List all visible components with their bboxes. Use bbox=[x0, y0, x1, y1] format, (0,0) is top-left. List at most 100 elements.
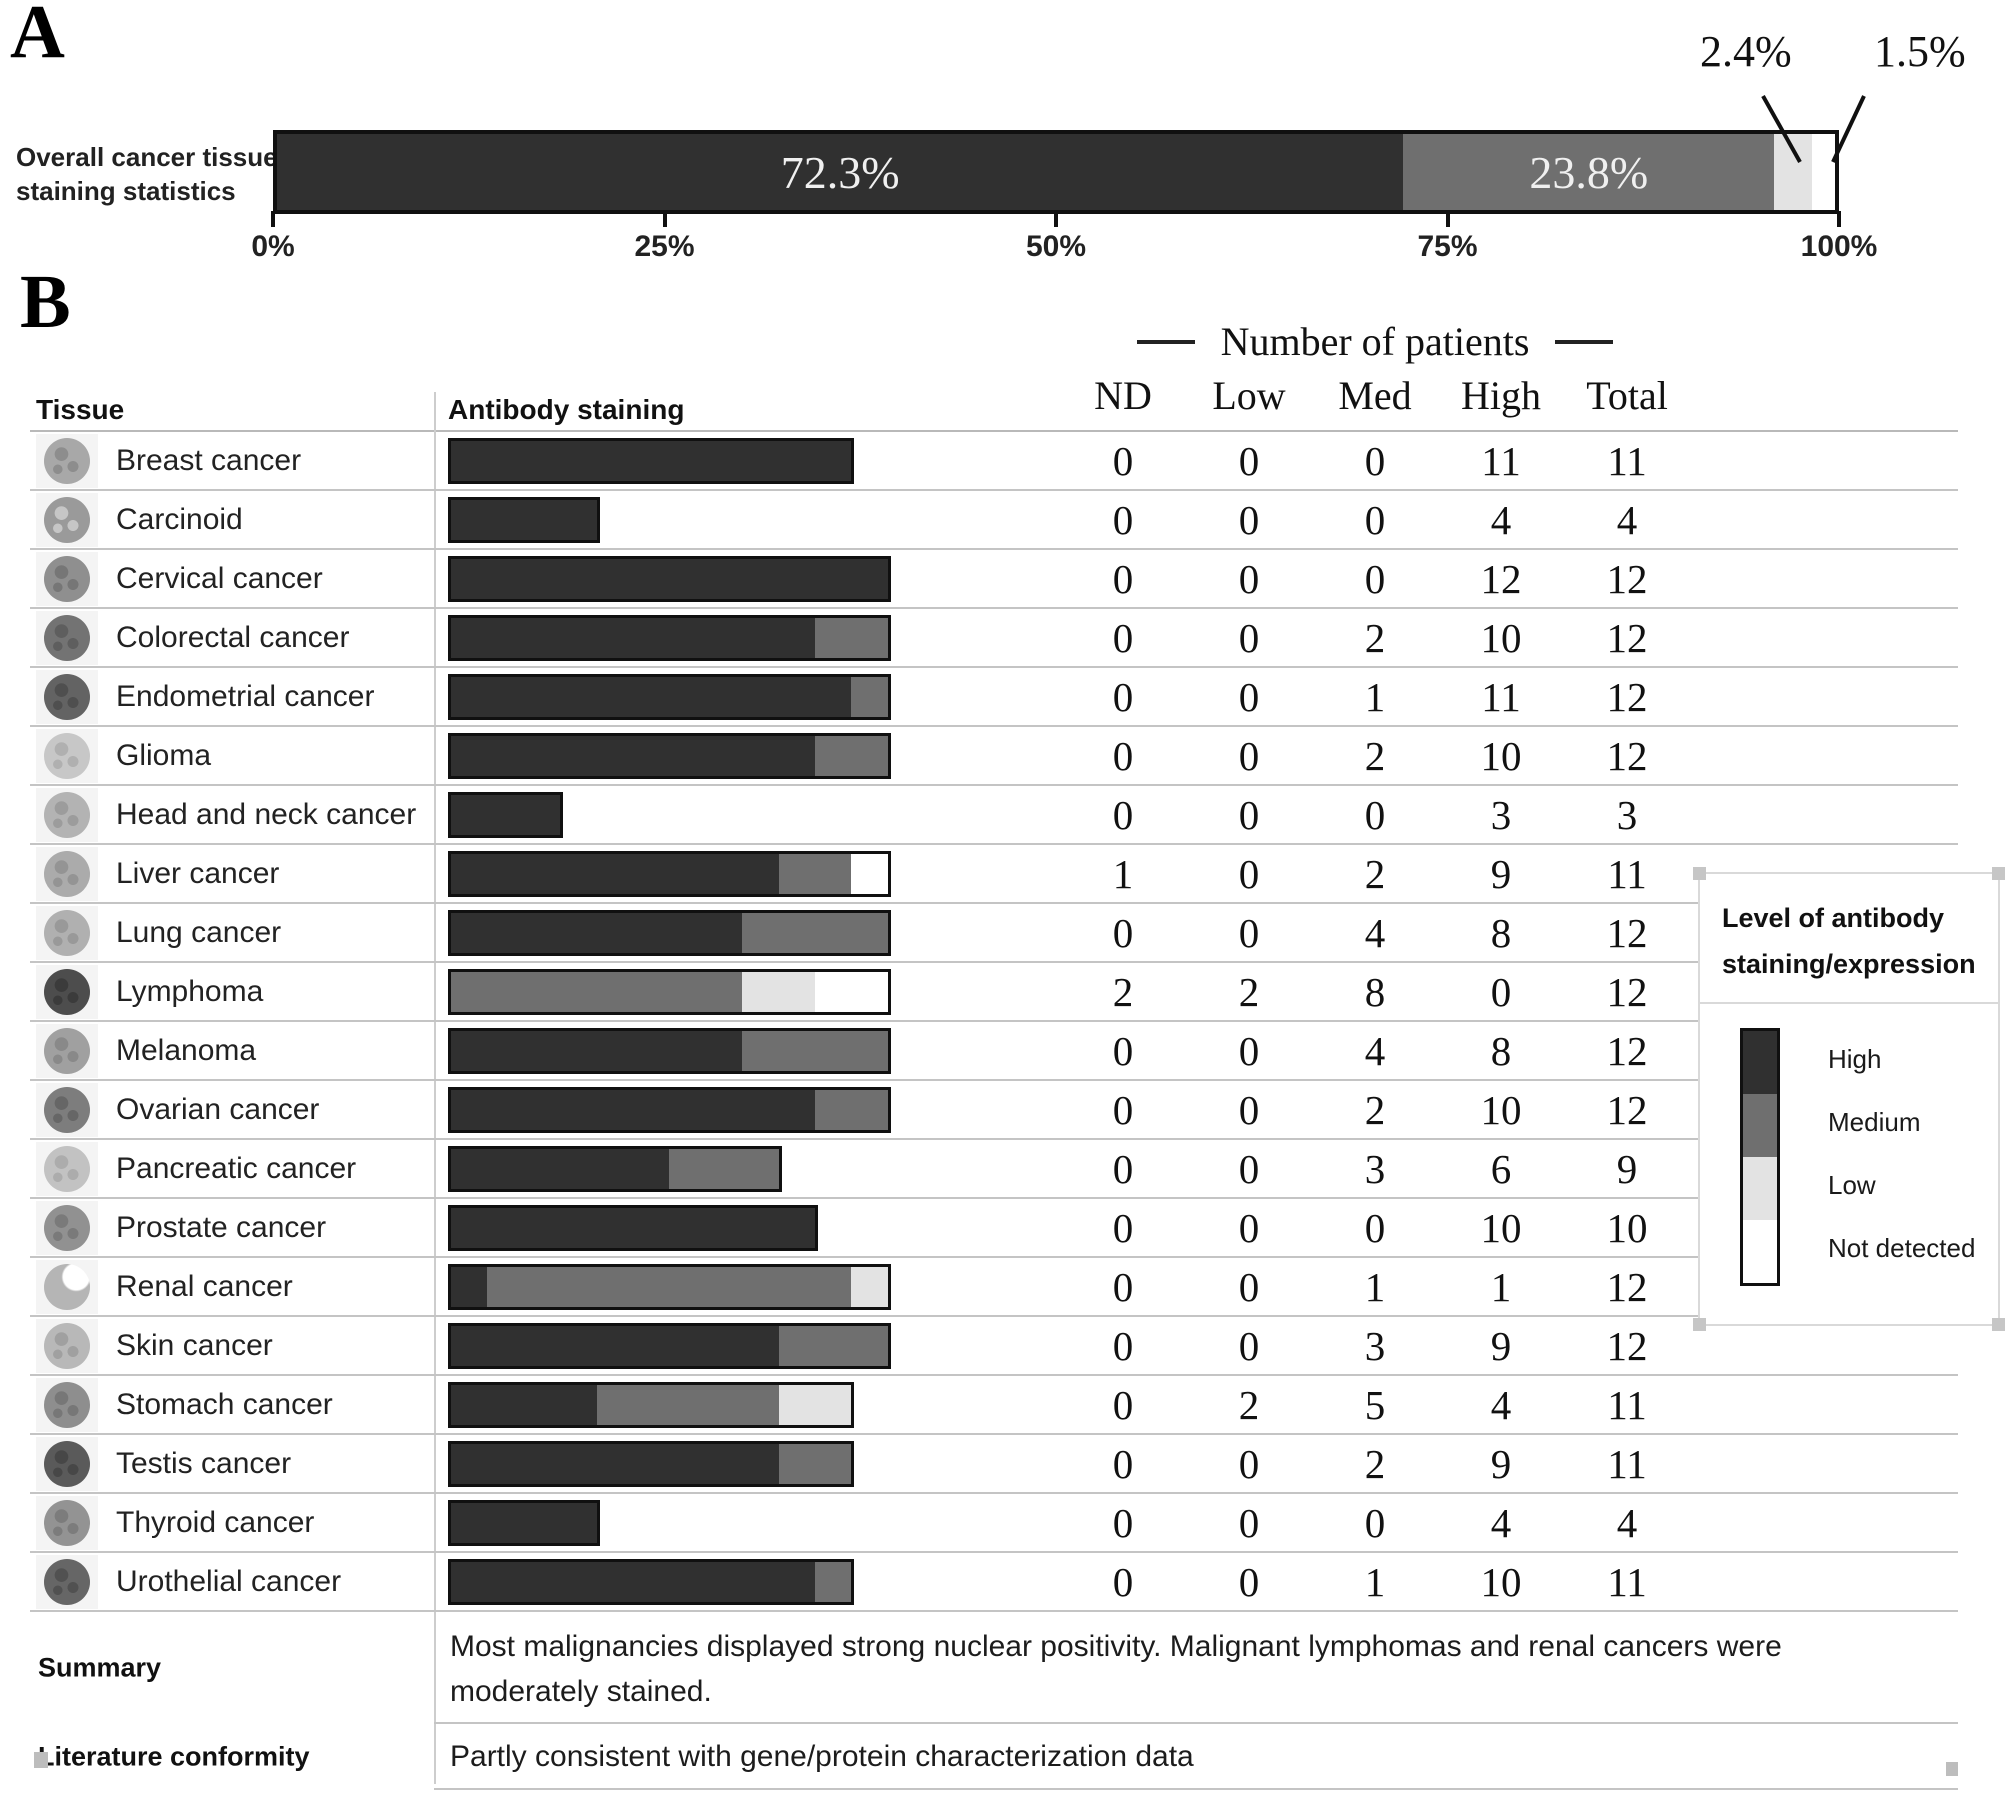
table-row: Melanoma 0 0 4 8 12 bbox=[30, 1022, 1958, 1081]
patient-counts: 0 0 0 4 4 bbox=[1060, 1499, 1690, 1547]
bar-segment-medium bbox=[851, 676, 888, 717]
header-dash-right bbox=[1555, 339, 1614, 344]
bar-segment-high bbox=[451, 676, 852, 717]
antibody-staining-bar bbox=[448, 968, 891, 1015]
axis-tick-label: 50% bbox=[1025, 230, 1087, 263]
header-underline bbox=[30, 430, 1958, 432]
legend-body: High Medium Low Not detected bbox=[1700, 1004, 1998, 1286]
count-total: 9 bbox=[1616, 1145, 1638, 1192]
antibody-staining-bar bbox=[448, 1558, 855, 1605]
count-high: 1 bbox=[1490, 1263, 1512, 1310]
count-high: 11 bbox=[1481, 673, 1521, 720]
count-total: 12 bbox=[1606, 909, 1648, 956]
antibody-staining-bar bbox=[448, 1086, 891, 1133]
count-med: 5 bbox=[1364, 1381, 1386, 1428]
tissue-thumbnail-icon bbox=[44, 555, 90, 602]
bar-segment-medium bbox=[778, 853, 852, 894]
legend-swatch-not-detected bbox=[1743, 1219, 1777, 1283]
column-divider-line bbox=[434, 392, 436, 1784]
patient-counts: 0 2 5 4 11 bbox=[1060, 1381, 1690, 1429]
antibody-staining-bar bbox=[448, 614, 891, 661]
tissue-label: Lung cancer bbox=[116, 915, 282, 949]
tissue-label: Renal cancer bbox=[116, 1269, 293, 1303]
bar-segment-medium bbox=[778, 1325, 888, 1366]
count-nd: 1 bbox=[1112, 850, 1134, 897]
axis-tick-label: 0% bbox=[251, 230, 295, 263]
count-med: 4 bbox=[1364, 909, 1386, 956]
panel-a-letter: A bbox=[10, 0, 65, 74]
count-nd: 0 bbox=[1112, 1145, 1134, 1192]
table-row: Urothelial cancer 0 0 1 10 11 bbox=[30, 1553, 1958, 1612]
antibody-staining-bar bbox=[448, 437, 855, 484]
count-nd: 0 bbox=[1112, 732, 1134, 779]
count-high: 10 bbox=[1480, 1204, 1522, 1251]
count-nd: 0 bbox=[1112, 1322, 1134, 1369]
axis-tick bbox=[271, 211, 275, 227]
count-med: 2 bbox=[1364, 1440, 1386, 1487]
patient-counts: 0 0 2 10 12 bbox=[1060, 1086, 1690, 1134]
tissue-thumbnail-icon bbox=[44, 1440, 90, 1487]
tissue-thumbnail-icon bbox=[44, 732, 90, 779]
patient-counts: 0 0 4 8 12 bbox=[1060, 1027, 1690, 1075]
bar-segment-high bbox=[451, 1266, 488, 1307]
overall-bar-segment-low bbox=[1774, 134, 1812, 210]
antibody-staining-bar bbox=[448, 1381, 855, 1428]
count-nd: 0 bbox=[1112, 1027, 1134, 1074]
table-row: Skin cancer 0 0 3 9 12 bbox=[30, 1317, 1958, 1376]
bar-segment-low bbox=[778, 1384, 852, 1425]
staining-column-header: Antibody staining bbox=[448, 394, 685, 425]
count-low: 0 bbox=[1238, 732, 1260, 779]
count-high: 10 bbox=[1480, 614, 1522, 661]
bar-segment-high bbox=[451, 1443, 779, 1484]
count-high: 12 bbox=[1480, 555, 1522, 602]
count-low: 0 bbox=[1238, 909, 1260, 956]
table-row: Lymphoma 2 2 8 0 12 bbox=[30, 963, 1958, 1022]
scan-artifact bbox=[34, 1752, 48, 1768]
antibody-staining-bar bbox=[448, 1440, 855, 1487]
table-row: Endometrial cancer 0 0 1 11 12 bbox=[30, 668, 1958, 727]
count-total: 12 bbox=[1606, 732, 1648, 779]
tissue-label: Endometrial cancer bbox=[116, 679, 375, 713]
count-nd: 0 bbox=[1112, 1263, 1134, 1310]
count-med: 3 bbox=[1364, 1145, 1386, 1192]
table-row: Lung cancer 0 0 4 8 12 bbox=[30, 904, 1958, 963]
count-total: 12 bbox=[1606, 614, 1648, 661]
legend-swatch-medium bbox=[1743, 1093, 1777, 1157]
count-med: 2 bbox=[1364, 850, 1386, 897]
tissue-thumbnail-icon bbox=[44, 1499, 90, 1546]
axis-tick bbox=[1837, 211, 1841, 227]
tissue-label: Urothelial cancer bbox=[116, 1564, 342, 1598]
summary-section: Summary Most malignancies displayed stro… bbox=[30, 1612, 1958, 1790]
bar-segment-nd bbox=[814, 971, 888, 1012]
count-med: 2 bbox=[1364, 614, 1386, 661]
patient-counts: 1 0 2 9 11 bbox=[1060, 850, 1690, 898]
tissue-label: Ovarian cancer bbox=[116, 1092, 320, 1126]
count-total: 4 bbox=[1616, 496, 1638, 543]
antibody-staining-bar bbox=[448, 673, 891, 720]
table-row: Prostate cancer 0 0 0 10 10 bbox=[30, 1199, 1958, 1258]
literature-conformity-label: Literature conformity bbox=[38, 1741, 310, 1772]
tissue-thumbnail-icon bbox=[44, 909, 90, 956]
bar-segment-high bbox=[451, 1502, 597, 1543]
legend-handle-icon bbox=[1693, 867, 1706, 880]
count-nd: 0 bbox=[1112, 437, 1134, 484]
antibody-staining-bar bbox=[448, 909, 891, 956]
count-high: 0 bbox=[1490, 968, 1512, 1015]
summary-text: Most malignancies displayed strong nucle… bbox=[434, 1612, 1958, 1724]
axis-tick-label: 25% bbox=[634, 230, 695, 263]
count-high: 4 bbox=[1490, 496, 1512, 543]
patient-counts: 2 2 8 0 12 bbox=[1060, 968, 1690, 1016]
count-high: 3 bbox=[1490, 791, 1512, 838]
number-of-patients-label: Number of patients bbox=[1220, 319, 1530, 364]
legend-swatch-high bbox=[1743, 1030, 1777, 1094]
tissue-thumbnail-icon bbox=[44, 1145, 90, 1192]
antibody-staining-bar bbox=[448, 496, 600, 543]
panel-b-letter: B bbox=[20, 260, 71, 344]
count-med: 0 bbox=[1364, 555, 1386, 602]
bar-segment-high bbox=[451, 440, 852, 481]
count-high: 8 bbox=[1490, 909, 1512, 956]
count-low: 0 bbox=[1238, 791, 1260, 838]
count-low: 0 bbox=[1238, 614, 1260, 661]
count-med: 4 bbox=[1364, 1027, 1386, 1074]
legend-label: Low bbox=[1828, 1169, 1876, 1200]
